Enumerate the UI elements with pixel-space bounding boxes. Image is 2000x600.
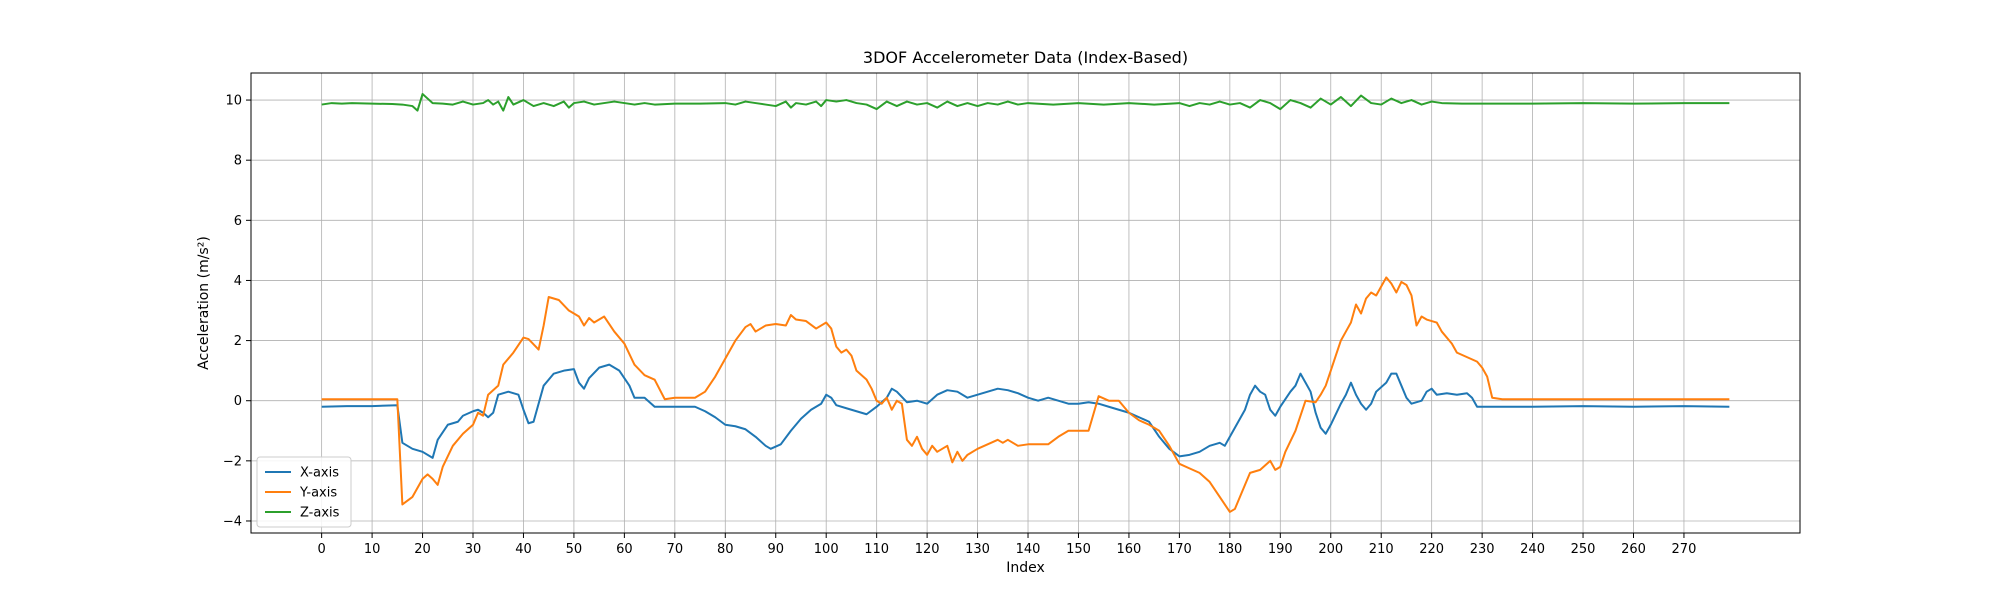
- y-tick-label: 4: [234, 274, 242, 289]
- y-axis-label: Acceleration (m/s²): [196, 236, 212, 370]
- x-tick-label: 220: [1419, 542, 1444, 557]
- plot-frame: [250, 72, 1801, 534]
- chart-title: 3DOF Accelerometer Data (Index-Based): [863, 48, 1188, 67]
- x-tick-label: 80: [717, 542, 734, 557]
- y-tick-label: 10: [225, 94, 242, 109]
- legend-label: Z-axis: [300, 506, 340, 521]
- legend-box: [256, 456, 352, 528]
- x-tick-label: 30: [465, 542, 482, 557]
- x-tick-label: 240: [1520, 542, 1545, 557]
- legend: X-axis Y-axis Z-axis: [256, 456, 352, 528]
- series-line-y-axis: [321, 276, 1730, 513]
- x-tick-label: 270: [1672, 542, 1697, 557]
- x-tick-label: 40: [515, 542, 532, 557]
- legend-label: Y-axis: [299, 486, 337, 501]
- grid-lines: [251, 73, 1800, 533]
- x-tick-label: 130: [965, 542, 990, 557]
- x-tick-label: 180: [1217, 542, 1242, 557]
- x-tick-label: 150: [1066, 542, 1091, 557]
- x-tick-label: 50: [566, 542, 583, 557]
- x-tick-label: 140: [1016, 542, 1041, 557]
- x-tick-label: 250: [1571, 542, 1596, 557]
- x-tick-label: 120: [915, 542, 940, 557]
- y-tick-label: 0: [234, 394, 242, 409]
- x-tick-label: 10: [364, 542, 381, 557]
- x-tick-label: 230: [1470, 542, 1495, 557]
- legend-label: X-axis: [300, 466, 339, 481]
- x-tick-label: 210: [1369, 542, 1394, 557]
- x-tick-label: 0: [317, 542, 325, 557]
- x-tick-label: 90: [767, 542, 784, 557]
- x-axis-label: Index: [1006, 560, 1045, 576]
- x-tick-label: 20: [414, 542, 431, 557]
- y-tick-label: 6: [234, 214, 242, 229]
- x-tick-label: 200: [1318, 542, 1343, 557]
- y-tick-label: −2: [223, 454, 242, 469]
- axis-ticks: 0 10 20 30 40 50 60 70 80 90 100 110 120 130 140 150 160…: [223, 94, 1697, 557]
- series-line-z-axis: [321, 93, 1730, 112]
- x-tick-label: 60: [616, 542, 633, 557]
- y-tick-label: 8: [234, 154, 242, 169]
- x-tick-label: 260: [1621, 542, 1646, 557]
- y-tick-label: 2: [234, 334, 242, 349]
- y-tick-label: −4: [223, 514, 242, 529]
- x-tick-label: 160: [1117, 542, 1142, 557]
- series-line-x-axis: [321, 363, 1730, 459]
- x-tick-label: 170: [1167, 542, 1192, 557]
- x-tick-label: 110: [864, 542, 889, 557]
- x-tick-label: 190: [1268, 542, 1293, 557]
- x-tick-label: 70: [667, 542, 684, 557]
- x-tick-label: 100: [814, 542, 839, 557]
- series-lines: [321, 93, 1730, 513]
